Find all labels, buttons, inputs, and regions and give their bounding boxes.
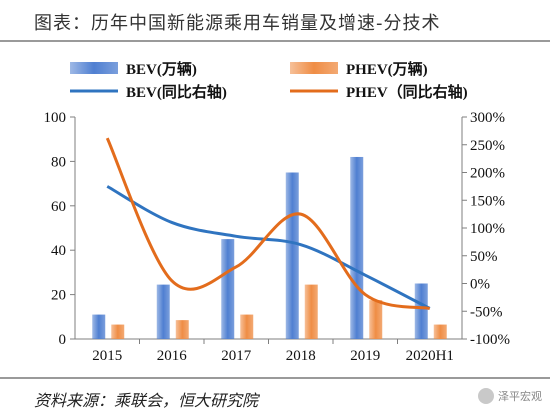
- left-tick-label: 40: [51, 243, 66, 259]
- x-tick-label: 2016: [157, 348, 188, 364]
- x-tick-label: 2017: [221, 348, 252, 364]
- left-tick-label: 20: [51, 288, 66, 304]
- title-bar: 图表：历年中国新能源乘用车销量及增速-分技术: [0, 0, 550, 42]
- right-tick-label: -100%: [470, 332, 510, 348]
- watermark: 泽平宏观: [478, 388, 542, 404]
- source-bar: 资料来源：乘联会，恒大研究院 泽平宏观: [0, 377, 550, 419]
- lines: [105, 137, 431, 310]
- axes: 0 20 40 60 80 100 -100% -50% 0% 50% 100% 150% 200% 25…: [44, 110, 511, 364]
- bar-phev: [369, 300, 383, 339]
- legend-label-bev-line: BEV(同比右轴): [126, 83, 227, 101]
- bar-phev: [433, 324, 447, 339]
- bar-bev: [350, 156, 364, 339]
- line-bev-growth: [106, 185, 431, 310]
- x-tick-label: 2015: [92, 348, 122, 364]
- right-tick-label: 0%: [470, 277, 490, 293]
- wechat-icon: [478, 388, 494, 404]
- bar-phev: [111, 324, 125, 339]
- bar-bev: [414, 283, 428, 339]
- legend-label-bev-bar: BEV(万辆): [126, 60, 197, 78]
- left-tick-label: 80: [51, 154, 66, 170]
- legend: BEV(万辆) PHEV(万辆) BEV(同比右轴) PHEV（同比右轴): [70, 60, 468, 101]
- line-phev-growth: [105, 137, 431, 310]
- left-tick-label: 0: [59, 332, 67, 348]
- chart-area: BEV(万辆) PHEV(万辆) BEV(同比右轴) PHEV（同比右轴) 0 2…: [44, 60, 511, 364]
- right-tick-label: 200%: [470, 166, 505, 182]
- left-tick-label: 60: [51, 199, 66, 215]
- legend-label-phev-line: PHEV（同比右轴): [346, 83, 468, 101]
- source-note: 资料来源：乘联会，恒大研究院: [34, 391, 259, 410]
- x-tick-label: 2019: [350, 348, 380, 364]
- right-tick-label: 150%: [470, 193, 505, 209]
- right-tick-label: 300%: [470, 110, 505, 126]
- right-tick-label: 250%: [470, 138, 505, 154]
- right-tick-label: -50%: [470, 304, 503, 320]
- watermark-text: 泽平宏观: [498, 390, 542, 403]
- bar-phev: [304, 284, 318, 339]
- bar-bev: [221, 239, 235, 339]
- bars: [92, 156, 447, 339]
- bar-phev: [175, 320, 189, 339]
- x-tick-label: 2020H1: [406, 348, 454, 364]
- legend-swatch-phev-bar: [290, 62, 338, 74]
- bar-phev: [240, 314, 254, 339]
- right-tick-label: 100%: [470, 221, 505, 237]
- right-tick-label: 50%: [470, 249, 498, 265]
- left-tick-label: 100: [44, 110, 67, 126]
- x-tick-label: 2018: [286, 348, 316, 364]
- bar-bev: [156, 284, 170, 339]
- bar-bev: [92, 314, 106, 339]
- legend-swatch-bev-bar: [70, 62, 118, 74]
- legend-label-phev-bar: PHEV(万辆): [346, 60, 428, 78]
- chart-title: 图表：历年中国新能源乘用车销量及增速-分技术: [34, 13, 441, 34]
- bar-bev: [285, 172, 299, 339]
